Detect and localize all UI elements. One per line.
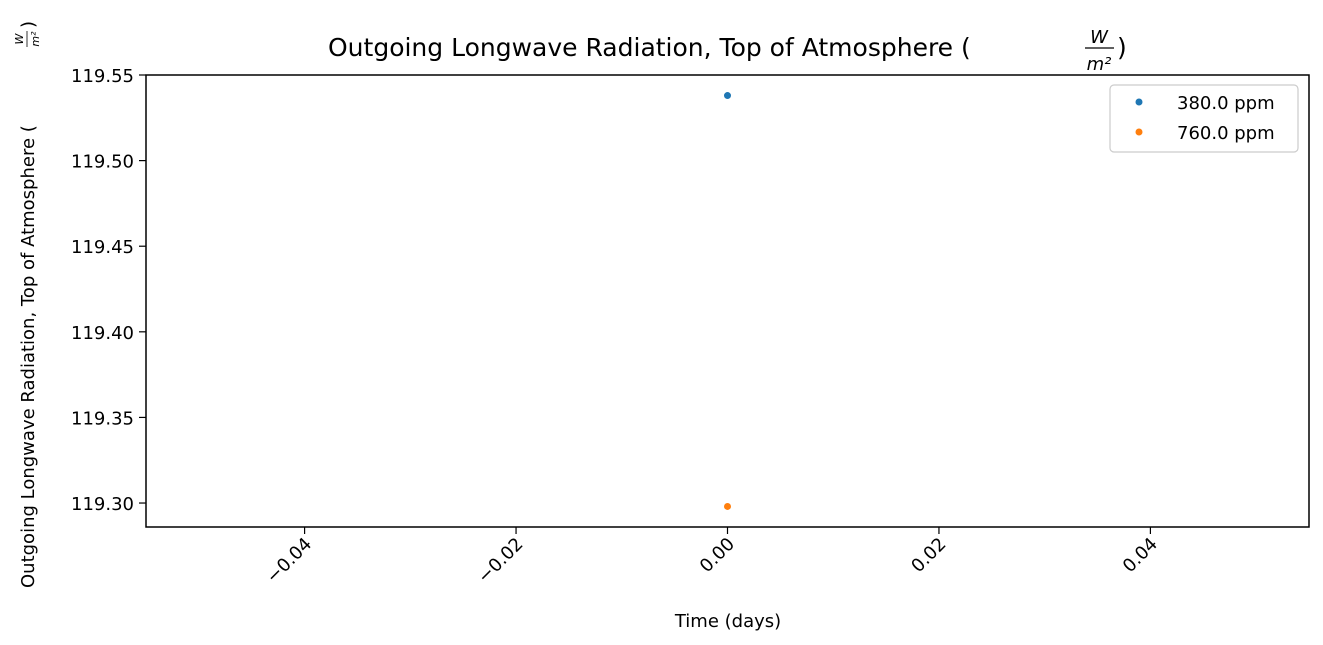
y-axis-label: Outgoing Longwave Radiation, Top of Atmo… bbox=[13, 21, 42, 588]
x-tick-label: −0.04 bbox=[262, 534, 316, 588]
y-tick-label: 119.40 bbox=[71, 323, 134, 344]
data-point bbox=[724, 92, 731, 100]
x-tick-label: −0.02 bbox=[474, 534, 528, 588]
y-ticks: 119.30 119.35 119.40 119.45 119.50 119.55 bbox=[71, 66, 146, 515]
legend-label: 760.0 ppm bbox=[1177, 123, 1275, 144]
x-tick-label: 0.02 bbox=[907, 534, 950, 577]
legend-marker bbox=[1135, 128, 1143, 136]
title-frac-numerator: W bbox=[1090, 27, 1109, 48]
y-tick-label: 119.55 bbox=[71, 66, 134, 87]
title-close-paren: ) bbox=[1117, 33, 1127, 62]
y-tick-label: 119.45 bbox=[71, 237, 134, 258]
x-tick-label: 0.00 bbox=[696, 534, 739, 577]
y-tick-label: 119.50 bbox=[71, 152, 134, 173]
y-axis-frac-denominator: m² bbox=[29, 31, 42, 47]
y-tick-label: 119.30 bbox=[71, 494, 134, 515]
legend-label: 380.0 ppm bbox=[1177, 93, 1275, 114]
title-frac-denominator: m² bbox=[1087, 54, 1112, 75]
data-points bbox=[724, 92, 731, 510]
y-axis-close-paren: ) bbox=[18, 21, 39, 28]
legend-marker bbox=[1135, 98, 1143, 106]
x-ticks: −0.04 −0.02 0.00 0.02 0.04 bbox=[262, 527, 1162, 588]
y-tick-label: 119.35 bbox=[71, 408, 134, 429]
data-point bbox=[724, 502, 731, 510]
y-axis-label-main: Outgoing Longwave Radiation, Top of Atmo… bbox=[18, 125, 39, 588]
x-tick-label: 0.04 bbox=[1119, 534, 1162, 577]
y-axis-frac-numerator: W bbox=[13, 32, 26, 44]
plot-area-frame bbox=[145, 74, 1310, 528]
svg-text:Outgoing Longwave Radiation, T: Outgoing Longwave Radiation, Top of Atmo… bbox=[18, 125, 39, 588]
chart-title-main: Outgoing Longwave Radiation, Top of Atmo… bbox=[328, 33, 971, 62]
x-axis-label: Time (days) bbox=[674, 611, 781, 632]
chart-title: Outgoing Longwave Radiation, Top of Atmo… bbox=[328, 33, 971, 62]
chart-title-fraction: W m² ) bbox=[1085, 27, 1127, 75]
legend-box bbox=[1109, 84, 1299, 153]
legend: 380.0 ppm 760.0 ppm bbox=[1109, 84, 1299, 153]
